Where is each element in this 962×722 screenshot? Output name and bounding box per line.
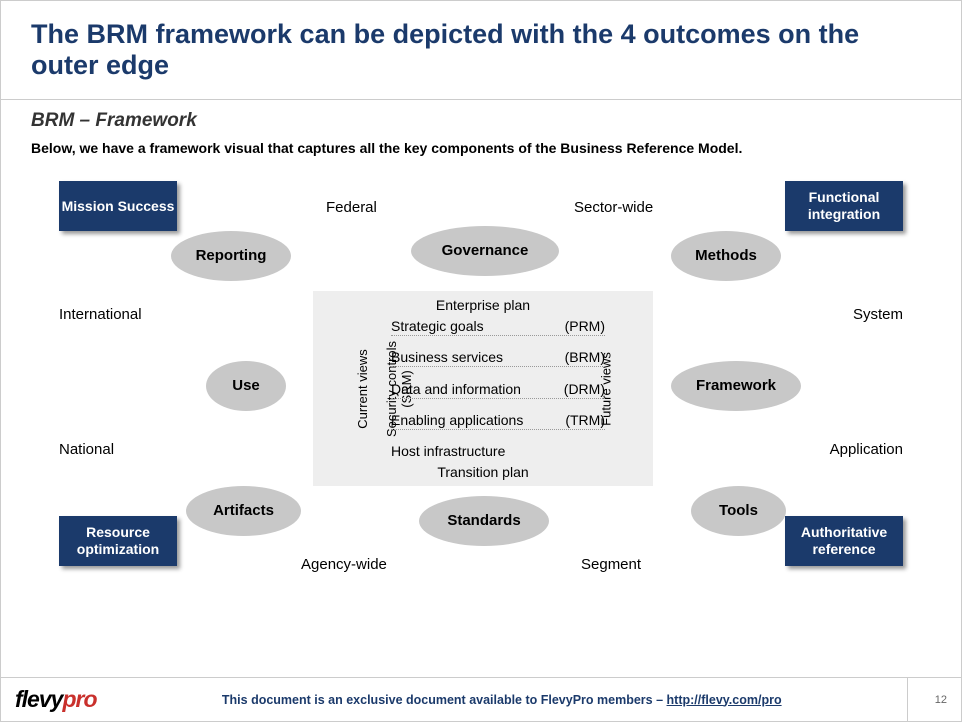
ellipse-tools: Tools <box>691 486 786 536</box>
logo-pro: pro <box>62 686 96 712</box>
footer-link[interactable]: http://flevy.com/pro <box>667 693 782 707</box>
page-number: 12 <box>907 678 947 721</box>
flevypro-logo: flevypro <box>15 686 97 713</box>
center-row: Enabling applications (TRM) <box>391 411 605 430</box>
center-row: Strategic goals (PRM) <box>391 317 605 336</box>
center-row-label: Enabling applications <box>391 412 523 428</box>
ellipse-artifacts: Artifacts <box>186 486 301 536</box>
center-row-label: Business services <box>391 349 503 365</box>
corner-mission-success: Mission Success <box>59 181 177 231</box>
center-row: Business services (BRM) <box>391 348 605 367</box>
corner-functional-integration: Functional integration <box>785 181 903 231</box>
brm-diagram: Mission Success Functional integration R… <box>31 181 931 666</box>
ellipse-framework: Framework <box>671 361 801 411</box>
ellipse-standards: Standards <box>419 496 549 546</box>
slide-subtitle: BRM – Framework <box>1 100 961 136</box>
footer-post: members – <box>594 693 667 707</box>
center-panel: Enterprise plan Transition plan Current … <box>313 291 653 486</box>
label-application: Application <box>830 441 903 458</box>
center-top-label: Enterprise plan <box>313 297 653 313</box>
corner-resource-optimization: Resource optimization <box>59 516 177 566</box>
center-row: Host infrastructure <box>391 442 605 460</box>
center-row-tag: (BRM) <box>565 349 605 365</box>
label-system: System <box>853 306 903 323</box>
footer: flevypro This document is an exclusive d… <box>1 677 961 721</box>
center-left-current-views: Current views <box>355 349 370 428</box>
center-row-tag: (DRM) <box>564 381 605 397</box>
center-row-label: Host infrastructure <box>391 443 505 459</box>
corner-authoritative-reference: Authoritative reference <box>785 516 903 566</box>
center-row-label: Data and information <box>391 381 521 397</box>
label-national: National <box>59 441 114 458</box>
center-rows: Strategic goals (PRM) Business services (B… <box>391 317 605 460</box>
label-federal: Federal <box>326 199 377 216</box>
slide-description: Below, we have a framework visual that c… <box>1 136 961 156</box>
ellipse-use: Use <box>206 361 286 411</box>
center-row: Data and information (DRM) <box>391 380 605 399</box>
ellipse-reporting: Reporting <box>171 231 291 281</box>
label-international: International <box>59 306 142 323</box>
ellipse-governance: Governance <box>411 226 559 276</box>
center-row-tag: (TRM) <box>565 412 605 428</box>
logo-flevy: flevy <box>15 686 62 712</box>
center-row-label: Strategic goals <box>391 318 484 334</box>
footer-pre: This document is an exclusive document a… <box>222 693 541 707</box>
footer-bold: FlevyPro <box>541 693 594 707</box>
ellipse-methods: Methods <box>671 231 781 281</box>
title-area: The BRM framework can be depicted with t… <box>1 1 961 91</box>
slide-title: The BRM framework can be depicted with t… <box>31 19 931 81</box>
center-bottom-label: Transition plan <box>313 464 653 480</box>
label-agency-wide: Agency-wide <box>301 556 387 573</box>
center-row-tag: (PRM) <box>565 318 605 334</box>
label-sector-wide: Sector-wide <box>574 199 653 216</box>
footer-text: This document is an exclusive document a… <box>97 693 908 707</box>
slide: The BRM framework can be depicted with t… <box>0 0 962 722</box>
label-segment: Segment <box>581 556 641 573</box>
